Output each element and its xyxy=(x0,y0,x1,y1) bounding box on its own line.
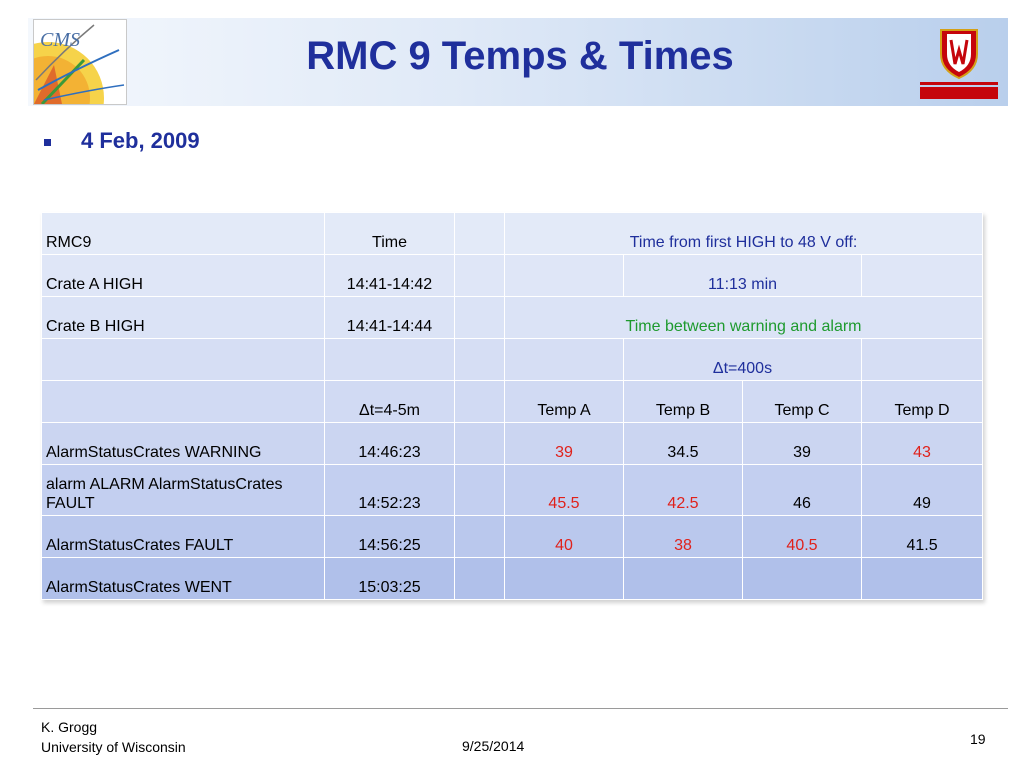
footer-divider xyxy=(33,708,1008,709)
table-cell: 38 xyxy=(623,515,743,558)
table-row: alarm ALARM AlarmStatusCrates FAULT 14:5… xyxy=(41,464,984,516)
table-cell: 39 xyxy=(504,422,624,465)
table-cell: RMC9 xyxy=(41,212,325,255)
table-row: AlarmStatusCrates WENT 15:03:25 xyxy=(41,557,984,600)
table-cell: 40 xyxy=(504,515,624,558)
table-cell xyxy=(742,557,862,600)
table-cell xyxy=(860,557,984,600)
uw-wisconsin-crest-icon xyxy=(914,22,1004,104)
table-cell: 11:13 min xyxy=(623,254,862,297)
table-row: Crate B HIGH 14:41-14:44 Time between wa… xyxy=(41,296,984,339)
title-banner xyxy=(28,18,1008,106)
footer-affiliation: University of Wisconsin xyxy=(41,739,186,755)
table-cell: Temp A xyxy=(504,380,624,423)
svg-text:CMS: CMS xyxy=(40,29,80,51)
temps-times-table: RMC9 Time Time from first HIGH to 48 V o… xyxy=(41,212,984,600)
table-cell: Δt=4-5m xyxy=(324,380,455,423)
table-cell: AlarmStatusCrates FAULT xyxy=(41,515,325,558)
footer-author: K. Grogg xyxy=(41,719,98,735)
table-cell xyxy=(41,338,325,381)
bullet-text: 4 Feb, 2009 xyxy=(81,128,200,153)
table-cell: Temp D xyxy=(860,380,984,423)
cms-logo-icon: CMS xyxy=(33,19,127,105)
table-row: AlarmStatusCrates WARNING 14:46:23 39 34… xyxy=(41,422,984,465)
table-cell: 14:41-14:44 xyxy=(324,296,455,339)
table-cell: 46 xyxy=(742,464,862,516)
table-cell: 39 xyxy=(742,422,862,465)
table-cell: Time from first HIGH to 48 V off: xyxy=(503,212,984,255)
footer-author-block: K. Grogg University of Wisconsin xyxy=(41,717,186,757)
table-cell xyxy=(860,254,984,297)
table-cell xyxy=(860,338,984,381)
table-cell: Δt=400s xyxy=(623,338,862,381)
table-cell: AlarmStatusCrates WENT xyxy=(41,557,325,600)
table-cell: Temp B xyxy=(623,380,743,423)
table-row: AlarmStatusCrates FAULT 14:56:25 40 38 4… xyxy=(41,515,984,558)
table-cell xyxy=(454,212,505,255)
table-cell xyxy=(454,296,505,339)
table-cell xyxy=(454,380,505,423)
table-cell: 14:41-14:42 xyxy=(324,254,455,297)
table-cell xyxy=(454,464,505,516)
table-cell xyxy=(504,338,624,381)
table-row: Δt=400s xyxy=(41,338,984,381)
table-cell xyxy=(504,557,624,600)
table-cell xyxy=(454,557,505,600)
table-cell xyxy=(504,254,624,297)
table-cell: 49 xyxy=(860,464,984,516)
table-cell: Crate A HIGH xyxy=(41,254,325,297)
table-cell: 14:46:23 xyxy=(324,422,455,465)
table-cell xyxy=(454,515,505,558)
page-title: RMC 9 Temps & Times xyxy=(306,34,734,78)
page-number: 19 xyxy=(970,731,986,747)
table-cell: Time xyxy=(324,212,455,255)
table-cell: 15:03:25 xyxy=(324,557,455,600)
table-row: RMC9 Time Time from first HIGH to 48 V o… xyxy=(41,212,984,255)
table-cell: AlarmStatusCrates WARNING xyxy=(41,422,325,465)
table-cell: Temp C xyxy=(742,380,862,423)
table-cell: 43 xyxy=(860,422,984,465)
table-cell xyxy=(454,338,505,381)
table-cell xyxy=(454,422,505,465)
table-cell: 40.5 xyxy=(742,515,862,558)
table-cell: Time between warning and alarm xyxy=(503,296,984,339)
table-cell xyxy=(324,338,455,381)
table-cell xyxy=(454,254,505,297)
table-row: Δt=4-5m Temp A Temp B Temp C Temp D xyxy=(41,380,984,423)
table-row: Crate A HIGH 14:41-14:42 11:13 min xyxy=(41,254,984,297)
table-cell: 42.5 xyxy=(623,464,743,516)
square-bullet-icon xyxy=(44,138,51,146)
table-cell: alarm ALARM AlarmStatusCrates FAULT xyxy=(41,464,325,516)
table-cell: 45.5 xyxy=(504,464,624,516)
table-cell xyxy=(623,557,743,600)
table-cell: Crate B HIGH xyxy=(41,296,325,339)
table-cell xyxy=(41,380,325,423)
table-cell: 14:56:25 xyxy=(324,515,455,558)
table-cell: 14:52:23 xyxy=(324,464,455,516)
table-cell: 41.5 xyxy=(860,515,984,558)
table-cell: 34.5 xyxy=(623,422,743,465)
bullet-item: 4 Feb, 2009 xyxy=(44,128,200,154)
footer-date: 9/25/2014 xyxy=(462,738,525,754)
